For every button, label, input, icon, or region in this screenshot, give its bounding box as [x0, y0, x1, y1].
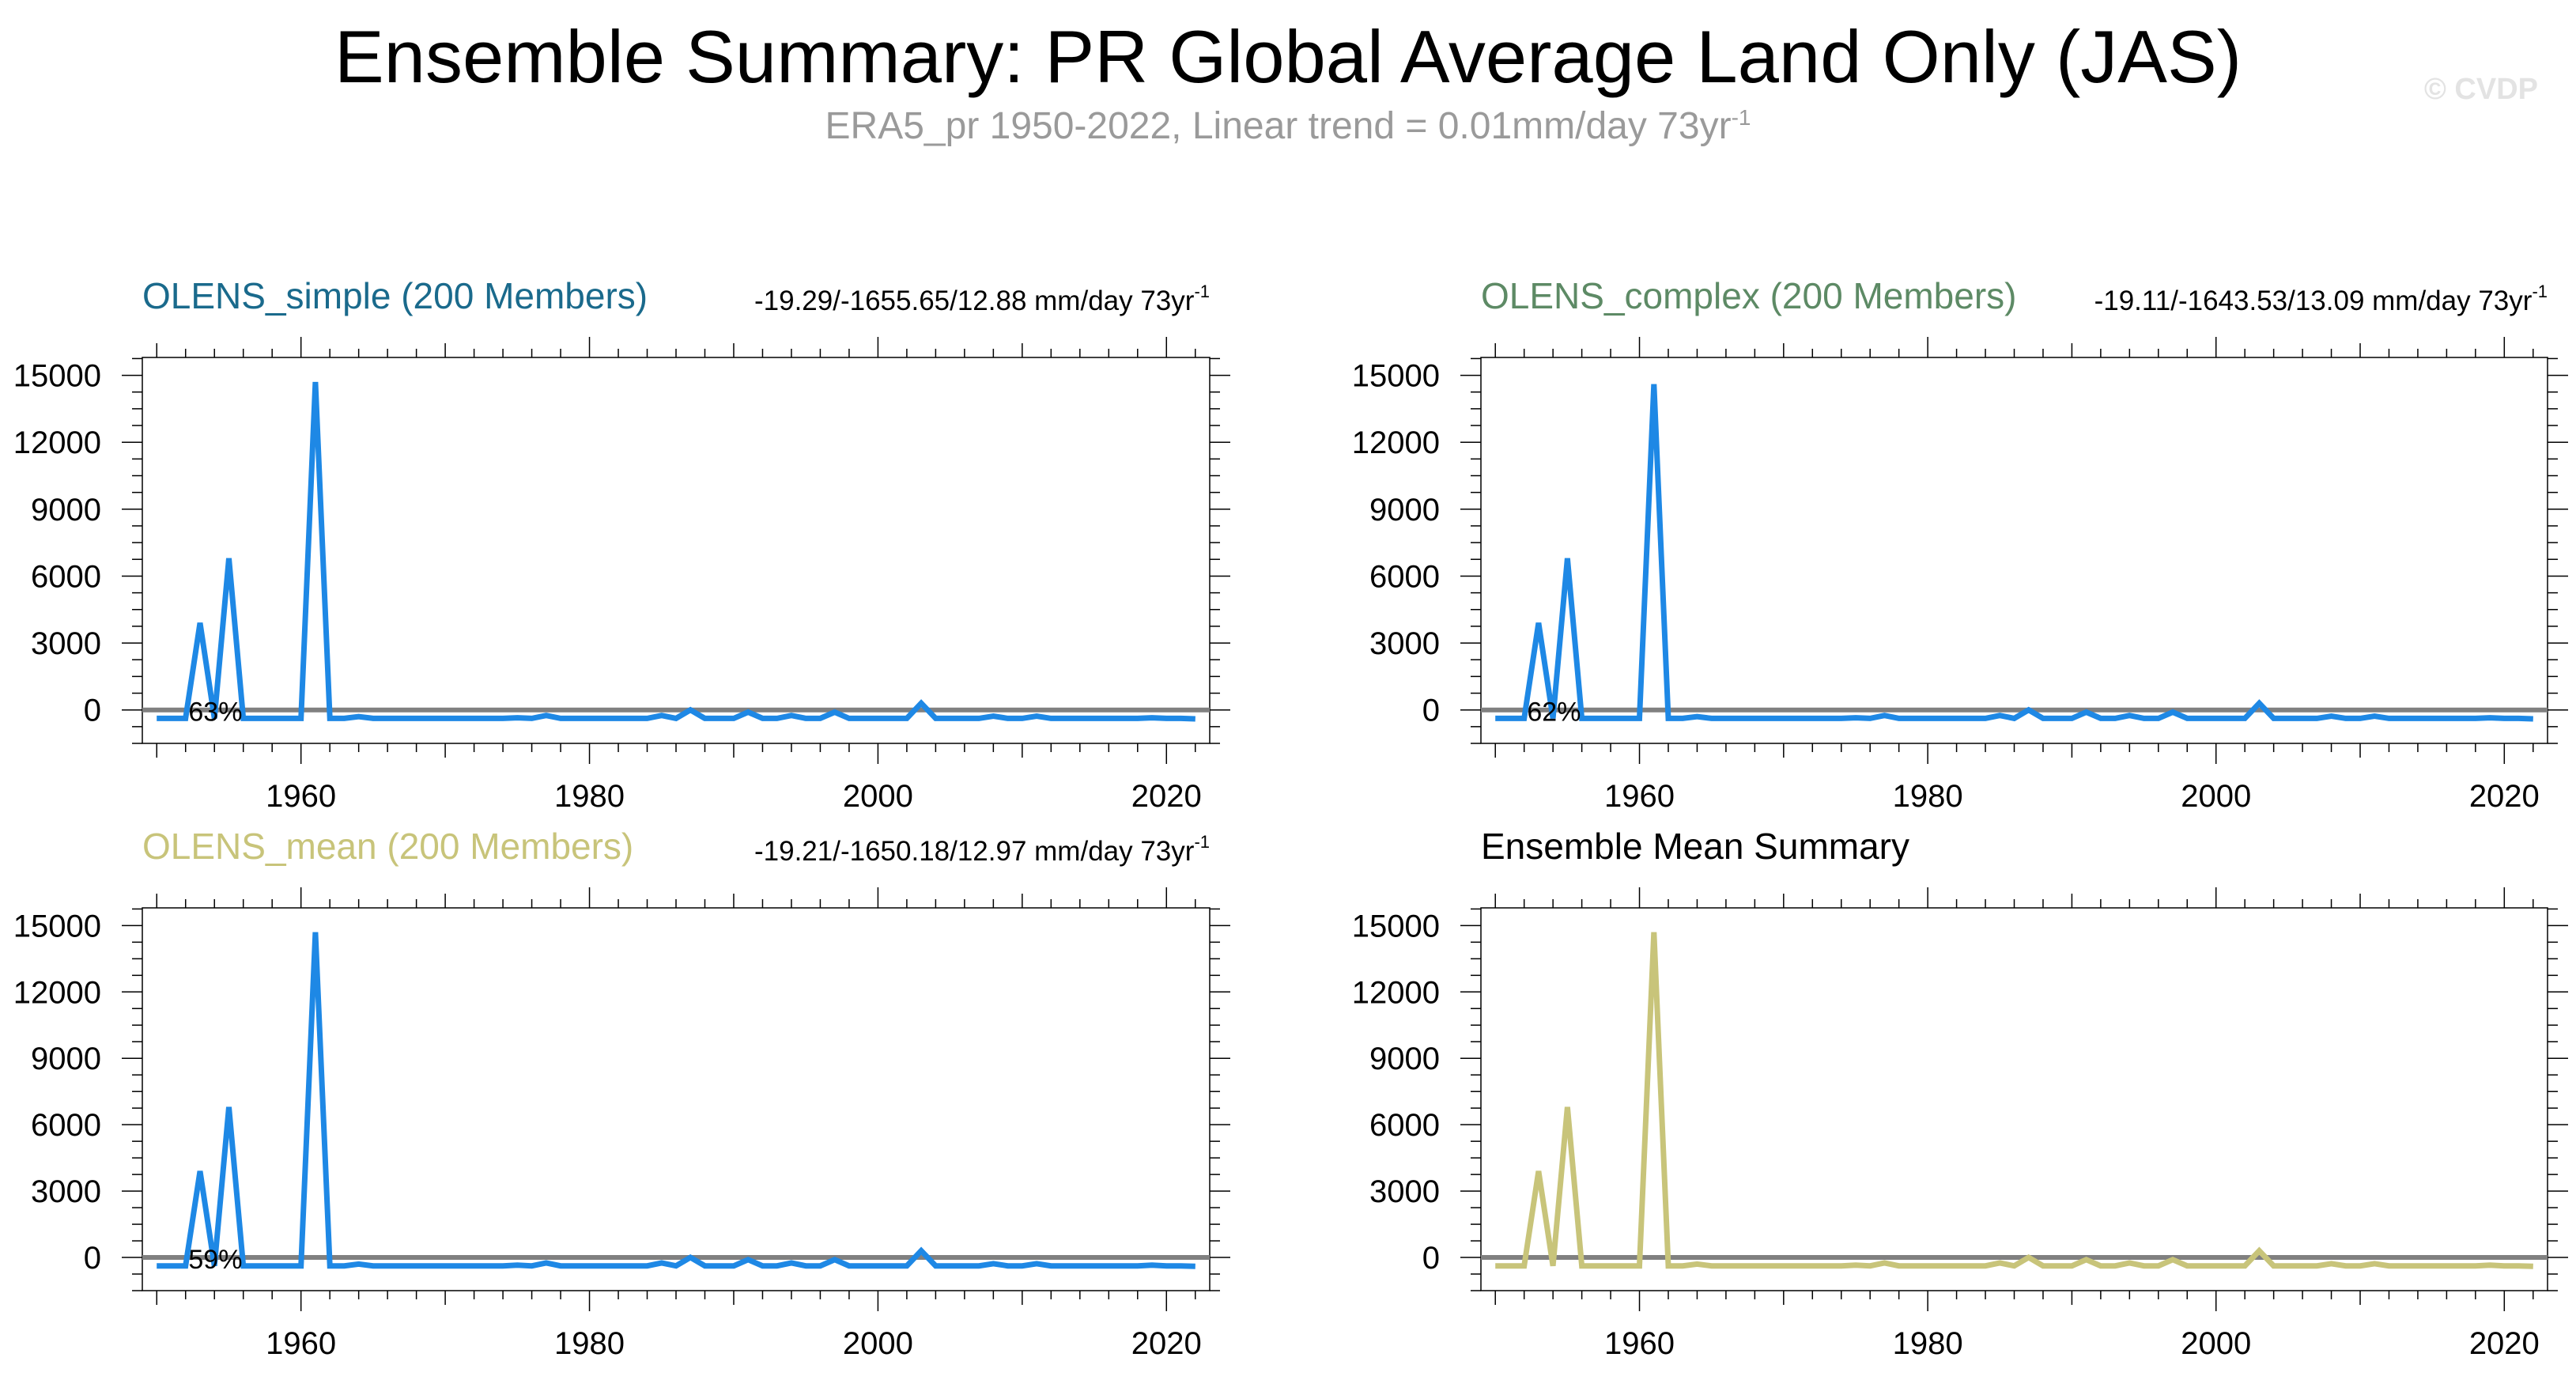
- y-tick-label: 6000: [1369, 559, 1440, 594]
- y-tick-label: 15000: [1352, 359, 1440, 394]
- y-tick-label: 9000: [1369, 493, 1440, 527]
- subtitle: ERA5_pr 1950-2022, Linear trend = 0.01mm…: [0, 104, 2576, 148]
- trend-label-superscript: -1: [2532, 282, 2548, 301]
- panel-title: OLENS_complex (200 Members): [1481, 275, 2016, 316]
- y-tick-label: 0: [1422, 694, 1440, 728]
- panel-title: OLENS_simple (200 Members): [142, 275, 648, 316]
- x-tick-label: 1980: [554, 1326, 625, 1361]
- y-tick-label: 6000: [31, 559, 101, 594]
- x-tick-label: 2000: [843, 779, 913, 814]
- panel-title: OLENS_mean (200 Members): [142, 826, 633, 867]
- x-tick-label: 1960: [1604, 779, 1675, 814]
- y-tick-label: 12000: [1352, 975, 1440, 1010]
- chart-panel-olens-simple: OLENS_simple (200 Members) -19.29/-1655.6…: [13, 275, 1230, 814]
- y-tick-label: 15000: [13, 909, 101, 943]
- y-tick-label: 6000: [1369, 1108, 1440, 1143]
- trend-label-text: -19.11/-1643.53/13.09 mm/day 73yr: [2094, 285, 2533, 316]
- y-tick-label: 15000: [13, 359, 101, 394]
- percent-annotation: 59%: [188, 1245, 242, 1275]
- chart-panel-ensemble-mean-summary: Ensemble Mean Summary 0 3000 6000 9000 12000 1…: [1352, 826, 2568, 1361]
- subtitle-superscript: -1: [1731, 105, 1751, 130]
- y-tick-label: 9000: [31, 493, 101, 527]
- y-tick-label: 15000: [1352, 909, 1440, 943]
- x-tick-label: 2020: [2469, 1326, 2540, 1361]
- trend-label: -19.11/-1643.53/13.09 mm/day 73yr-1: [2094, 282, 2548, 316]
- x-tick-label: 1980: [1893, 1326, 1963, 1361]
- panel-title: Ensemble Mean Summary: [1481, 826, 1909, 867]
- y-tick-label: 3000: [1369, 626, 1440, 661]
- x-tick-label: 2020: [2469, 779, 2540, 814]
- y-tick-label: 9000: [1369, 1042, 1440, 1076]
- y-tick-label: 9000: [31, 1042, 101, 1076]
- series-line: [157, 932, 1195, 1269]
- subtitle-text: ERA5_pr 1950-2022, Linear trend = 0.01mm…: [825, 105, 1732, 147]
- x-tick-label: 1960: [1604, 1326, 1675, 1361]
- y-tick-label: 0: [1422, 1241, 1440, 1276]
- y-tick-label: 6000: [31, 1108, 101, 1143]
- series-line: [1495, 932, 2533, 1269]
- trend-label-text: -19.29/-1655.65/12.88 mm/day 73yr: [754, 285, 1195, 316]
- y-tick-label: 12000: [1352, 425, 1440, 460]
- x-tick-label: 2020: [1131, 1326, 1202, 1361]
- trend-label-superscript: -1: [1194, 832, 1210, 852]
- y-tick-label: 12000: [13, 975, 101, 1010]
- x-tick-label: 1980: [554, 779, 625, 814]
- trend-label-text: -19.21/-1650.18/12.97 mm/day 73yr: [754, 836, 1195, 867]
- y-tick-label: 3000: [1369, 1174, 1440, 1209]
- x-tick-label: 2020: [1131, 779, 1202, 814]
- series-line: [157, 381, 1195, 722]
- percent-annotation: 63%: [188, 698, 242, 728]
- y-tick-label: 0: [84, 694, 101, 728]
- x-tick-label: 2000: [2181, 1326, 2251, 1361]
- y-tick-label: 3000: [31, 626, 101, 661]
- y-tick-label: 3000: [31, 1174, 101, 1209]
- trend-label: -19.21/-1650.18/12.97 mm/day 73yr-1: [754, 832, 1210, 867]
- y-tick-label: 12000: [13, 425, 101, 460]
- watermark: © CVDP: [2423, 73, 2538, 106]
- page-title: Ensemble Summary: PR Global Average Land…: [334, 15, 2242, 98]
- x-tick-label: 2000: [2181, 779, 2251, 814]
- chart-panel-olens-mean: OLENS_mean (200 Members) -19.21/-1650.18/…: [13, 826, 1230, 1361]
- percent-annotation: 62%: [1527, 698, 1581, 728]
- x-tick-label: 1960: [266, 1326, 336, 1361]
- trend-label: -19.29/-1655.65/12.88 mm/day 73yr-1: [754, 282, 1210, 316]
- x-tick-label: 1980: [1893, 779, 1963, 814]
- x-tick-label: 1960: [266, 779, 336, 814]
- y-tick-label: 0: [84, 1241, 101, 1276]
- series-line: [1495, 384, 2533, 722]
- x-tick-label: 2000: [843, 1326, 913, 1361]
- trend-label-superscript: -1: [1194, 282, 1210, 301]
- chart-panel-olens-complex: OLENS_complex (200 Members) -19.11/-1643.…: [1352, 275, 2568, 814]
